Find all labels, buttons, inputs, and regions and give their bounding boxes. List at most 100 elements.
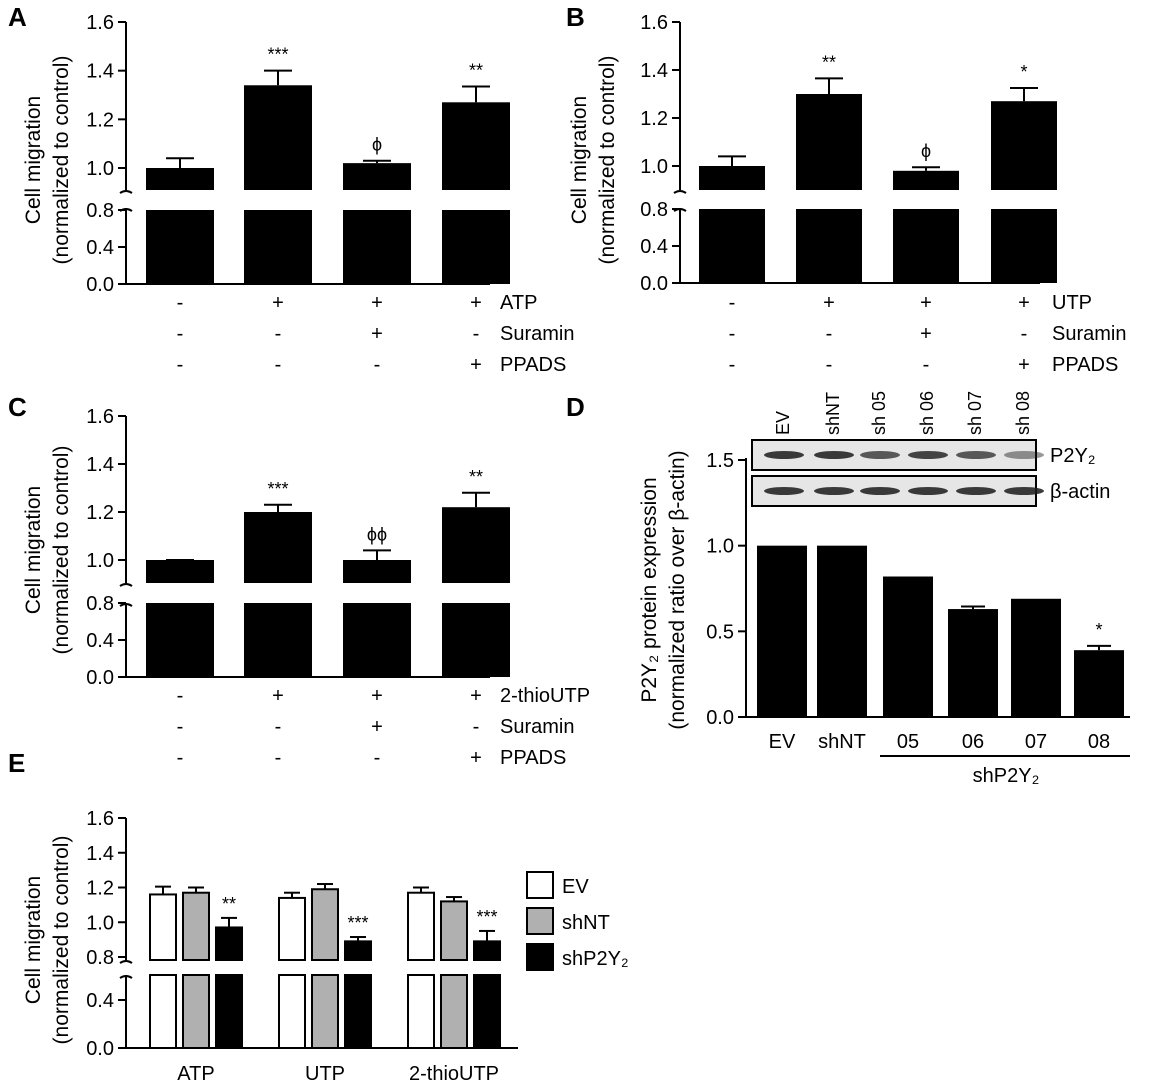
condition-label: Suramin	[500, 716, 574, 738]
bar	[146, 168, 214, 190]
panel-letter-b: B	[566, 2, 585, 32]
x-tick-label: 2-thioUTP	[409, 1063, 499, 1085]
condition-label: Suramin	[500, 323, 574, 345]
condition-sign: -	[1021, 323, 1028, 345]
y-tick-label: 0.8	[640, 199, 668, 221]
y-tick-label: 0.0	[706, 707, 734, 729]
y-tick-label: 0.0	[86, 1038, 114, 1060]
bar-lower-segment	[244, 210, 312, 284]
y-tick-label: 1.6	[640, 12, 668, 34]
y-tick-label: 1.0	[86, 158, 114, 180]
condition-sign: -	[923, 354, 930, 376]
bar-lower-segment	[215, 974, 243, 1049]
group-label: shP2Y₂	[973, 765, 1040, 787]
bar-lower-segment	[473, 974, 501, 1049]
bar-lower-segment	[311, 974, 339, 1049]
condition-sign: -	[729, 323, 736, 345]
significance-label: ***	[267, 479, 288, 499]
condition-sign: -	[177, 747, 184, 769]
blot-band	[908, 451, 948, 459]
condition-sign: +	[272, 292, 284, 314]
significance-label: **	[222, 894, 236, 914]
y-tick-label: 1.4	[86, 454, 114, 476]
condition-sign: -	[275, 716, 282, 738]
condition-sign: -	[275, 323, 282, 345]
blot-band	[908, 487, 948, 495]
condition-sign: +	[371, 292, 383, 314]
y-axis-sublabel-c: (normalized to control)	[50, 446, 73, 655]
y-axis-sublabel-b: (normalized to control)	[596, 56, 619, 265]
axis-break-mark	[119, 583, 133, 587]
y-tick-label: 0.4	[640, 236, 668, 258]
condition-sign: +	[1018, 292, 1030, 314]
condition-sign: +	[1018, 354, 1030, 376]
bar-lower-segment	[278, 974, 306, 1049]
y-tick-label: 0.4	[86, 237, 114, 259]
condition-sign: +	[470, 747, 482, 769]
panel-letter-e: E	[8, 748, 25, 778]
condition-sign: -	[177, 354, 184, 376]
x-tick-label: EV	[769, 731, 796, 753]
legend-swatch	[526, 871, 554, 899]
bar	[796, 94, 862, 190]
condition-sign: +	[371, 685, 383, 707]
y-tick-label: 0.0	[86, 667, 114, 689]
blot-lane-label: sh 05	[869, 391, 889, 435]
bar	[343, 560, 411, 583]
blot-band	[860, 487, 900, 495]
axis-break-mark	[119, 190, 133, 194]
bar	[244, 85, 312, 190]
significance-label: *	[1095, 620, 1102, 640]
blot-band	[956, 487, 996, 495]
bar	[991, 101, 1057, 190]
bar	[1011, 598, 1061, 717]
bar-lower-segment	[893, 209, 959, 283]
bar	[407, 891, 435, 962]
panel-letter-d: D	[566, 392, 585, 422]
bar	[343, 163, 411, 190]
bar-lower-segment	[796, 209, 862, 283]
blot-band	[860, 451, 900, 459]
significance-label: ***	[476, 907, 497, 927]
bar	[344, 940, 372, 961]
bar-lower-segment	[699, 209, 765, 283]
blot-band	[956, 451, 996, 459]
bar	[699, 166, 765, 190]
y-tick-label: 1.0	[706, 536, 734, 558]
blot-row-label: β-actin	[1050, 481, 1110, 503]
x-tick-label: 05	[897, 731, 919, 753]
bar-lower-segment	[991, 209, 1057, 283]
significance-label: **	[469, 467, 483, 487]
condition-label: Suramin	[1052, 323, 1126, 345]
y-tick-label: 1.4	[86, 843, 114, 865]
condition-sign: -	[177, 716, 184, 738]
y-tick-label: 1.5	[706, 450, 734, 472]
bar	[757, 545, 807, 717]
legend-swatch	[526, 907, 554, 935]
bar-lower-segment	[244, 603, 312, 677]
condition-label: PPADS	[500, 354, 566, 376]
legend-label: shP2Y₂	[562, 948, 629, 970]
x-tick-label: UTP	[305, 1063, 345, 1085]
condition-label: PPADS	[500, 747, 566, 769]
y-tick-label: 1.0	[86, 550, 114, 572]
bar-lower-segment	[442, 210, 510, 284]
condition-sign: -	[177, 323, 184, 345]
y-axis-label-c: Cell migration	[22, 486, 45, 614]
condition-label: 2-thioUTP	[500, 685, 590, 707]
bar-lower-segment	[146, 210, 214, 284]
axis-break-mark	[119, 960, 133, 964]
condition-sign: -	[275, 354, 282, 376]
significance-label: **	[469, 60, 483, 80]
bar	[311, 888, 339, 961]
axis-break-mark	[119, 975, 133, 979]
condition-sign: -	[177, 685, 184, 707]
x-tick-label: 06	[962, 731, 984, 753]
blot-band	[764, 487, 804, 495]
condition-label: ATP	[500, 292, 537, 314]
y-axis-sublabel-e: (normalized to control)	[50, 836, 73, 1045]
y-tick-label: 1.6	[86, 406, 114, 428]
significance-label: ***	[267, 45, 288, 65]
y-tick-label: 1.2	[86, 878, 114, 900]
blot-band	[764, 451, 804, 459]
